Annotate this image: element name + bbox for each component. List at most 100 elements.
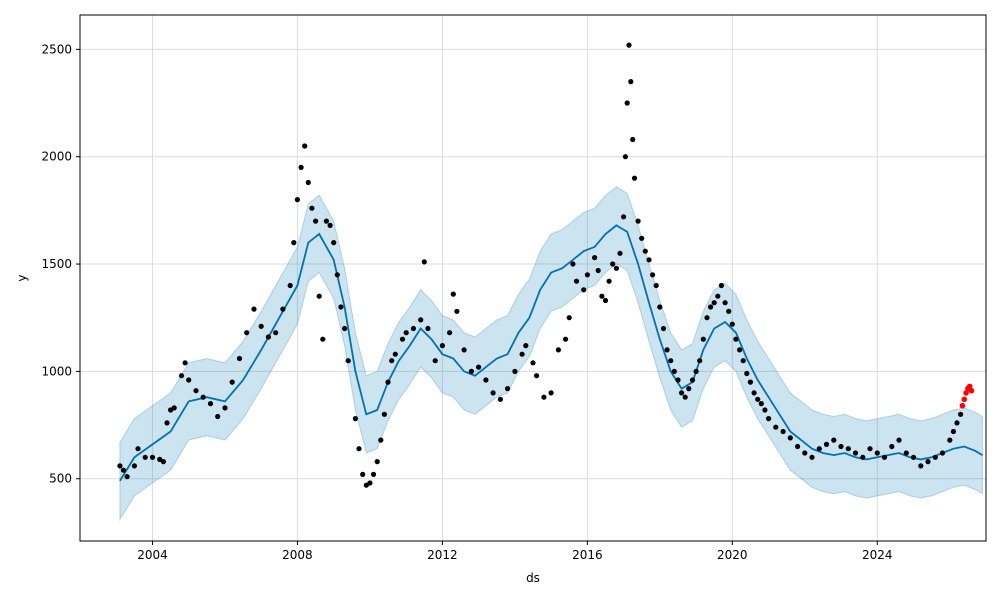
observed-point bbox=[729, 321, 735, 327]
observed-point bbox=[356, 446, 362, 452]
observed-point bbox=[630, 136, 636, 143]
observed-point bbox=[838, 443, 844, 450]
observed-point bbox=[671, 368, 677, 374]
observed-point bbox=[657, 304, 663, 310]
observed-point bbox=[718, 282, 725, 289]
observed-point bbox=[327, 222, 333, 228]
observed-point bbox=[323, 218, 329, 224]
x-tick-label: 2004 bbox=[137, 548, 168, 562]
observed-point bbox=[628, 79, 634, 85]
observed-point bbox=[439, 343, 445, 349]
observed-point bbox=[626, 42, 632, 48]
observed-point bbox=[881, 454, 888, 460]
observed-point bbox=[737, 347, 743, 353]
observed-point bbox=[758, 401, 764, 407]
observed-point bbox=[291, 240, 297, 246]
observed-point bbox=[740, 358, 746, 364]
observed-point bbox=[541, 394, 547, 400]
observed-point bbox=[751, 390, 757, 396]
x-tick-label: 2024 bbox=[862, 548, 893, 562]
observed-point bbox=[200, 394, 206, 400]
observed-point bbox=[124, 474, 130, 480]
observed-point bbox=[918, 463, 924, 469]
observed-point bbox=[454, 308, 460, 314]
observed-point bbox=[135, 446, 141, 452]
observed-point bbox=[265, 334, 271, 340]
observed-point bbox=[860, 454, 866, 460]
recent-points bbox=[959, 383, 975, 409]
observed-point bbox=[932, 454, 938, 460]
observed-point bbox=[689, 377, 696, 383]
x-tick-label: 2020 bbox=[717, 548, 748, 562]
forecast-series-line bbox=[119, 224, 983, 482]
observed-point bbox=[352, 416, 358, 422]
observed-point bbox=[403, 330, 409, 336]
recent-point bbox=[968, 387, 975, 394]
observed-point bbox=[222, 405, 228, 411]
observed-point bbox=[229, 379, 235, 385]
observed-point bbox=[193, 388, 199, 394]
observed-point bbox=[624, 100, 630, 106]
observed-point bbox=[468, 368, 474, 374]
observed-point bbox=[679, 390, 685, 396]
observed-point bbox=[631, 175, 638, 181]
observed-point bbox=[519, 351, 525, 357]
observed-point bbox=[418, 317, 424, 323]
grid bbox=[80, 15, 986, 541]
observed-point bbox=[530, 360, 536, 366]
observed-point bbox=[704, 315, 710, 321]
observed-point bbox=[650, 272, 656, 278]
observed-point bbox=[490, 390, 496, 396]
observed-point bbox=[505, 386, 511, 392]
observed-point bbox=[421, 259, 427, 265]
observed-point bbox=[523, 343, 529, 349]
observed-point bbox=[660, 325, 667, 332]
observed-point bbox=[581, 287, 587, 293]
observed-point bbox=[432, 358, 438, 364]
observed-point bbox=[374, 459, 380, 465]
observed-point bbox=[896, 437, 902, 443]
observed-point bbox=[802, 450, 808, 456]
observed-point bbox=[697, 358, 703, 364]
y-tick-label: 2500 bbox=[41, 42, 72, 56]
observed-point bbox=[178, 373, 185, 379]
observed-point bbox=[852, 450, 859, 456]
observed-point bbox=[708, 304, 714, 310]
observed-point bbox=[548, 390, 554, 396]
observed-point bbox=[958, 411, 964, 417]
observed-point bbox=[675, 377, 681, 383]
observed-point bbox=[845, 446, 851, 452]
observed-point bbox=[316, 293, 322, 299]
observed-point bbox=[251, 306, 257, 312]
observed-point bbox=[595, 267, 601, 274]
forecast-line bbox=[119, 224, 983, 482]
y-axis: 500 1000 1500 2000 2500 bbox=[41, 42, 80, 486]
observed-point bbox=[164, 420, 170, 426]
observed-point bbox=[787, 435, 793, 441]
x-axis-label: ds bbox=[526, 571, 540, 585]
observed-point bbox=[747, 379, 754, 385]
observed-point bbox=[610, 261, 616, 267]
observed-point bbox=[447, 330, 453, 336]
observed-point bbox=[425, 325, 431, 332]
observed-point bbox=[602, 297, 609, 304]
observed-point bbox=[461, 347, 467, 353]
observed-point bbox=[686, 386, 692, 392]
observed-point bbox=[733, 336, 739, 342]
observed-point bbox=[389, 358, 395, 364]
y-axis-label: y bbox=[15, 274, 29, 281]
observed-point bbox=[621, 214, 627, 220]
observed-point bbox=[171, 405, 177, 411]
recent-point bbox=[961, 396, 968, 403]
observed-point bbox=[334, 272, 340, 278]
observed-point bbox=[160, 459, 166, 465]
observed-point bbox=[258, 323, 264, 329]
observed-point bbox=[700, 336, 706, 342]
observed-point bbox=[711, 300, 717, 306]
observed-point bbox=[726, 308, 732, 314]
observed-point bbox=[338, 304, 344, 310]
observed-point bbox=[773, 424, 779, 430]
observed-point bbox=[186, 377, 192, 383]
observed-point bbox=[298, 164, 304, 170]
observed-point bbox=[345, 358, 351, 364]
